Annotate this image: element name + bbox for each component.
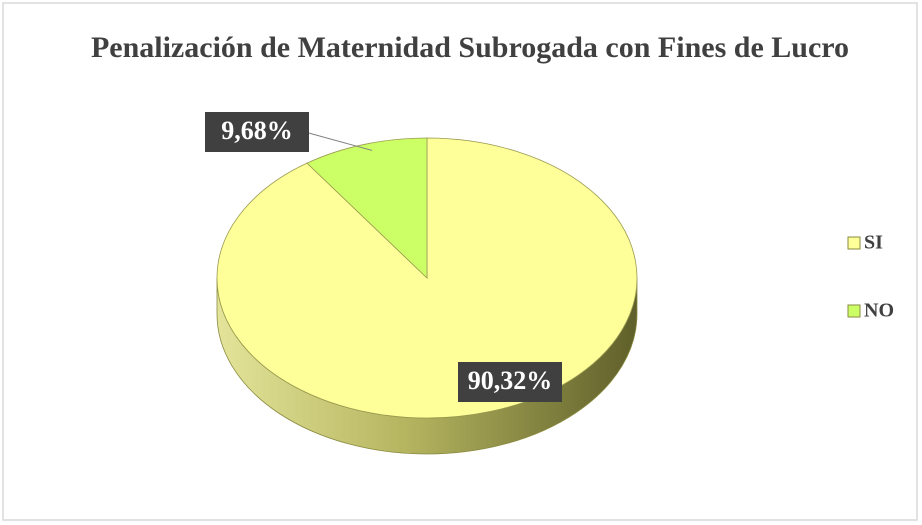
legend-label: NO [864, 300, 894, 322]
value-label: 9,68% [221, 116, 293, 145]
legend-label: SI [864, 232, 883, 254]
leader-line [304, 131, 373, 151]
chart-title: Penalización de Maternidad Subrogada con… [90, 31, 850, 64]
pie-slice [306, 137, 428, 279]
value-label-box [458, 362, 562, 402]
value-label-box [205, 112, 309, 152]
value-label: 90,32% [468, 366, 553, 395]
legend-swatch [847, 236, 861, 250]
legend-swatch [847, 304, 861, 318]
